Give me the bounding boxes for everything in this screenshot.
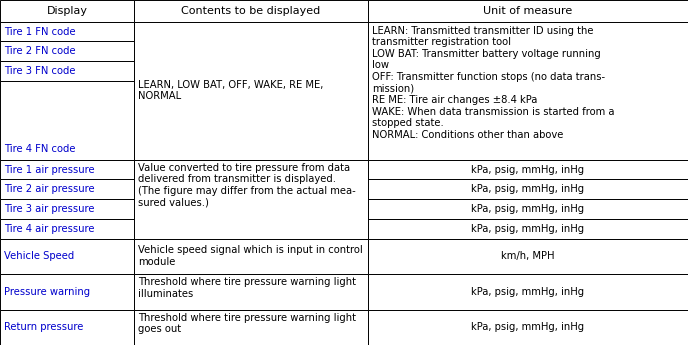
Bar bbox=[0, 41, 134, 61]
Text: Contents to be displayed: Contents to be displayed bbox=[182, 6, 321, 16]
Text: Vehicle Speed: Vehicle Speed bbox=[4, 251, 74, 261]
Text: kPa, psig, mmHg, inHg: kPa, psig, mmHg, inHg bbox=[471, 287, 585, 297]
Bar bbox=[0, 309, 134, 345]
Bar bbox=[368, 238, 688, 274]
Text: Tire 3 FN code: Tire 3 FN code bbox=[4, 66, 76, 76]
Text: Tire 2 air pressure: Tire 2 air pressure bbox=[4, 184, 95, 194]
Bar bbox=[368, 160, 688, 179]
Text: Tire 3 air pressure: Tire 3 air pressure bbox=[4, 204, 94, 214]
Bar bbox=[0, 81, 134, 160]
Text: Tire 4 FN code: Tire 4 FN code bbox=[4, 144, 76, 154]
Text: kPa, psig, mmHg, inHg: kPa, psig, mmHg, inHg bbox=[471, 165, 585, 175]
Bar bbox=[368, 219, 688, 238]
Bar bbox=[0, 219, 134, 238]
Text: kPa, psig, mmHg, inHg: kPa, psig, mmHg, inHg bbox=[471, 184, 585, 194]
Text: Tire 1 air pressure: Tire 1 air pressure bbox=[4, 165, 95, 175]
Text: kPa, psig, mmHg, inHg: kPa, psig, mmHg, inHg bbox=[471, 322, 585, 332]
Bar bbox=[368, 309, 688, 345]
Bar bbox=[134, 274, 368, 309]
Bar bbox=[368, 22, 688, 160]
Bar bbox=[134, 22, 368, 160]
Bar bbox=[0, 238, 134, 274]
Bar bbox=[0, 160, 134, 179]
Text: kPa, psig, mmHg, inHg: kPa, psig, mmHg, inHg bbox=[471, 204, 585, 214]
Bar bbox=[134, 0, 368, 22]
Text: Unit of measure: Unit of measure bbox=[484, 6, 572, 16]
Text: Vehicle speed signal which is input in control
module: Vehicle speed signal which is input in c… bbox=[138, 246, 363, 267]
Text: LEARN: Transmitted transmitter ID using the
transmitter registration tool
LOW BA: LEARN: Transmitted transmitter ID using … bbox=[372, 26, 614, 140]
Bar bbox=[134, 309, 368, 345]
Bar bbox=[0, 179, 134, 199]
Bar bbox=[368, 274, 688, 309]
Bar bbox=[368, 179, 688, 199]
Text: Threshold where tire pressure warning light
goes out: Threshold where tire pressure warning li… bbox=[138, 313, 356, 334]
Text: Return pressure: Return pressure bbox=[4, 322, 83, 332]
Bar bbox=[0, 199, 134, 219]
Text: Pressure warning: Pressure warning bbox=[4, 287, 90, 297]
Text: Value converted to tire pressure from data
delivered from transmitter is display: Value converted to tire pressure from da… bbox=[138, 163, 356, 207]
Text: Tire 1 FN code: Tire 1 FN code bbox=[4, 27, 76, 37]
Bar bbox=[0, 0, 134, 22]
Text: kPa, psig, mmHg, inHg: kPa, psig, mmHg, inHg bbox=[471, 224, 585, 234]
Text: Tire 2 FN code: Tire 2 FN code bbox=[4, 46, 76, 56]
Bar bbox=[368, 199, 688, 219]
Bar bbox=[134, 238, 368, 274]
Bar bbox=[0, 61, 134, 81]
Text: LEARN, LOW BAT, OFF, WAKE, RE ME,
NORMAL: LEARN, LOW BAT, OFF, WAKE, RE ME, NORMAL bbox=[138, 80, 323, 101]
Text: Tire 4 air pressure: Tire 4 air pressure bbox=[4, 224, 94, 234]
Text: Display: Display bbox=[47, 6, 87, 16]
Bar bbox=[0, 22, 134, 41]
Text: km/h, MPH: km/h, MPH bbox=[502, 251, 555, 261]
Text: Threshold where tire pressure warning light
illuminates: Threshold where tire pressure warning li… bbox=[138, 277, 356, 299]
Bar bbox=[134, 160, 368, 238]
Bar bbox=[0, 274, 134, 309]
Bar bbox=[368, 0, 688, 22]
